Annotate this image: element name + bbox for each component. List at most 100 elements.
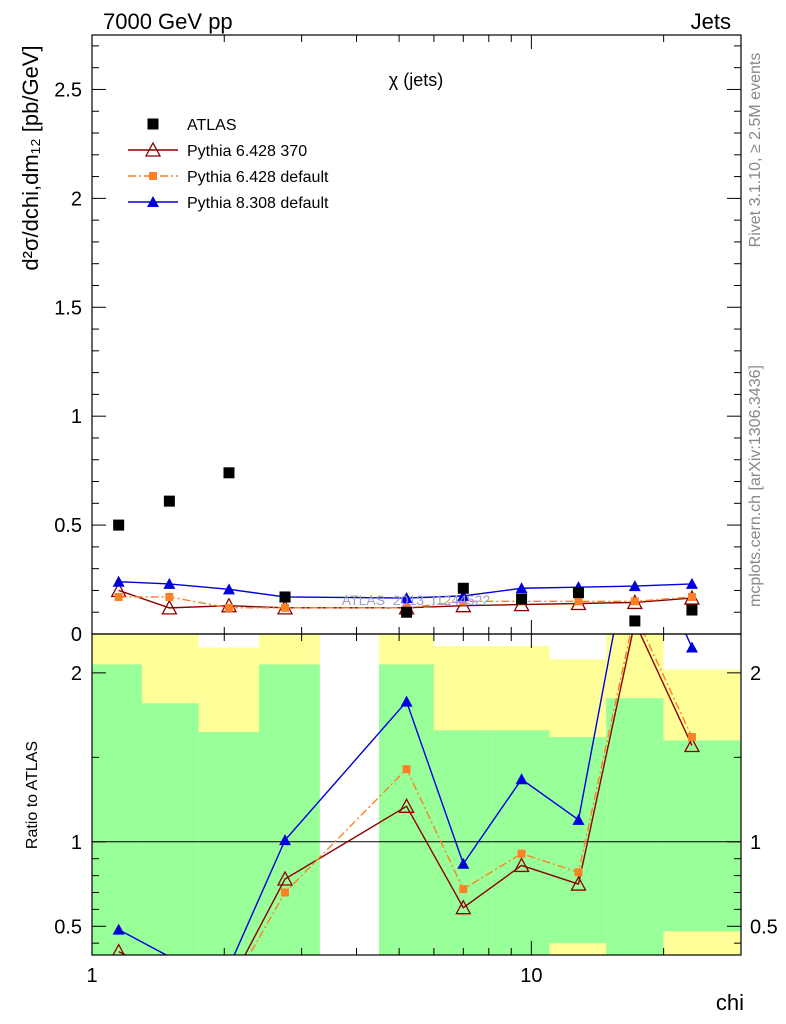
main-point-data-2 <box>223 467 235 479</box>
ratio-uncertainty-bands <box>92 634 741 955</box>
main-point-p8_default-9 <box>685 577 698 589</box>
ratio-point-p6_370-7 <box>570 875 587 891</box>
main-point-data-9 <box>686 604 698 616</box>
ratio-y-tick-label-right-1: 1 <box>750 832 761 854</box>
legend-marker-p6_default <box>149 172 157 180</box>
main-point-p8_default-1 <box>163 577 176 589</box>
main-line-p6_370 <box>118 589 693 609</box>
legend-label-data: ATLAS <box>187 117 237 134</box>
x-axis-label: chi <box>716 990 744 1015</box>
main-point-p8_default-4 <box>400 592 413 604</box>
band-inner-1 <box>142 703 199 955</box>
main-point-p6_default-3 <box>281 603 290 612</box>
legend-marker-p6_370 <box>144 141 162 157</box>
band-inner-5 <box>433 730 492 955</box>
main-point-data-1 <box>163 495 175 507</box>
main-point-p6_default-7 <box>574 597 583 606</box>
ratio-point-p6_370-9 <box>683 737 701 753</box>
ratio-point-p8_default-4 <box>400 695 413 707</box>
header-left-label: 7000 GeV pp <box>103 9 233 34</box>
ratio-point-p6_default-4 <box>402 765 411 774</box>
main-point-p8_default-8 <box>628 580 641 592</box>
legend-label-p6_default: Pythia 6.428 default <box>187 169 329 186</box>
legend-marker-data <box>147 118 159 130</box>
ratio-point-p6_370-3 <box>276 870 294 886</box>
main-point-data-6 <box>516 593 528 605</box>
ratio-point-p6_default-6 <box>517 849 526 858</box>
axis-ticks: 1 10 0 0.5 1 1.5 2 2.5 0.5 0.5 1 1 2 2 <box>54 35 778 987</box>
ratio-point-p6_default-9 <box>687 733 696 742</box>
ratio-y-axis-label: Ratio to ATLAS <box>24 741 41 849</box>
legend-label-p8_default: Pythia 8.308 default <box>187 195 329 212</box>
ratio-point-p6_370-6 <box>513 857 530 873</box>
ratio-y-tick-label-left-0.5: 0.5 <box>54 916 82 938</box>
side-label-mcplots: mcplots.cern.ch [arXiv:1306.3436] <box>747 365 764 607</box>
band-inner-9 <box>663 740 741 932</box>
ratio-point-p8_default-3 <box>279 834 292 846</box>
main-point-p6_default-2 <box>224 603 233 612</box>
main-point-p6_default-0 <box>114 592 123 601</box>
ratio-point-p6_370-0 <box>112 943 125 955</box>
main-point-p6_default-1 <box>165 592 174 601</box>
side-label-rivet: Rivet 3.1.10, ≥ 2.5M events <box>747 53 764 248</box>
ratio-frame <box>91 633 742 956</box>
ratio-point-p6_370-4 <box>398 797 415 813</box>
ratio-series-layer <box>112 634 701 955</box>
legend-label-p6_370: Pythia 6.428 370 <box>187 143 307 160</box>
main-point-p8_default-6 <box>515 582 528 594</box>
main-point-p6_default-9 <box>687 592 696 601</box>
band-inner-7 <box>549 737 607 944</box>
watermark-label: ATLAS_2013_I1244522 <box>342 592 491 608</box>
main-point-p8_default-5 <box>457 589 470 601</box>
ratio-y-tick-label-left-2: 2 <box>71 663 82 685</box>
legend-marker-p8_default <box>147 196 159 207</box>
ratio-y-tick-label-right-2: 2 <box>750 663 761 685</box>
main-point-data-5 <box>457 582 469 594</box>
main-y-tick-label-1.5: 1.5 <box>54 297 82 319</box>
main-y-tick-label-2.5: 2.5 <box>54 79 82 101</box>
ratio-point-p6_default-7 <box>574 868 583 877</box>
main-point-data-7 <box>572 587 584 599</box>
ratio-point-p8_default-9 <box>685 641 698 653</box>
main-chart-title: χ (jets) <box>389 70 443 90</box>
main-y-tick-label-0: 0 <box>71 624 82 646</box>
main-point-p6_default-8 <box>630 597 639 606</box>
main-point-p6_default-5 <box>459 597 468 606</box>
main-line-p6_default <box>118 596 693 609</box>
main-series-layer <box>110 467 701 627</box>
main-y-tick-label-0.5: 0.5 <box>54 515 82 537</box>
band-inner-2 <box>198 731 260 955</box>
ratio-y-tick-label-right-0.5: 0.5 <box>750 916 778 938</box>
ratio-y-tick-label-left-1: 1 <box>71 832 82 854</box>
ratio-line-p6_default <box>248 634 693 955</box>
main-line-p8_default <box>118 581 692 599</box>
main-point-data-4 <box>401 606 413 618</box>
ratio-point-p8_default-7 <box>572 813 585 825</box>
ratio-point-p8_default-0 <box>112 923 125 935</box>
band-inner-3 <box>259 664 320 955</box>
main-point-data-8 <box>629 615 641 627</box>
ratio-point-p8_default-6 <box>515 773 528 785</box>
main-point-data-0 <box>113 519 125 531</box>
ratio-point-p8_default-5 <box>457 857 470 869</box>
ratio-point-p6_370-5 <box>455 899 472 915</box>
band-inner-6 <box>491 730 550 955</box>
main-y-axis-label: d²σ/dchi,dm₁₂ [pb/GeV] <box>18 45 43 270</box>
main-point-p8_default-2 <box>222 583 235 595</box>
band-inner-4 <box>379 664 434 955</box>
ratio-line-p6_370 <box>118 634 693 955</box>
legend: ATLAS Pythia 6.428 370 Pythia 6.428 defaul… <box>128 117 329 212</box>
x-tick-label-1: 1 <box>86 965 97 987</box>
band-inner-0 <box>92 664 143 955</box>
header-right-label: Jets <box>691 9 731 34</box>
main-point-p6_370-1 <box>161 599 178 615</box>
ratio-point-p6_default-5 <box>459 885 468 894</box>
x-tick-label-10: 10 <box>520 965 542 987</box>
ratio-point-p6_default-3 <box>281 888 290 897</box>
main-y-tick-label-2: 2 <box>71 188 82 210</box>
main-point-p8_default-0 <box>112 575 125 587</box>
main-y-tick-label-1: 1 <box>71 406 82 428</box>
band-inner-8 <box>606 698 664 955</box>
axes-frames <box>91 34 742 956</box>
